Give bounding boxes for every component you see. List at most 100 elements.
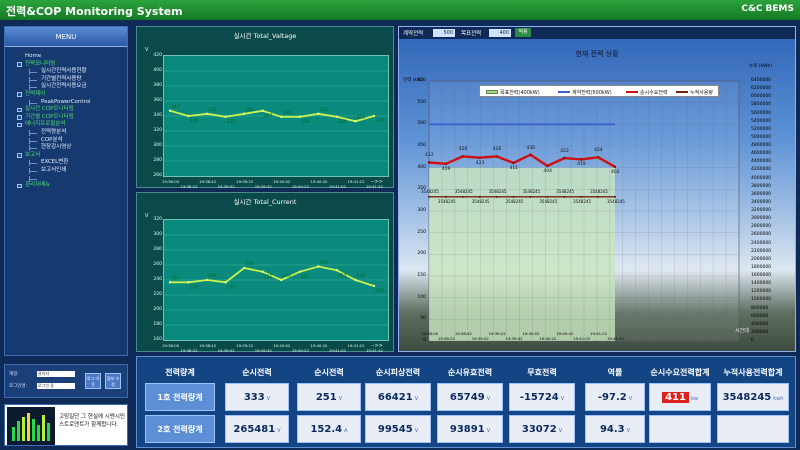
menu-item[interactable]: 에너지프로필분석 <box>17 121 127 129</box>
column-header: 역률 <box>607 368 623 377</box>
right-tick-label: 6000000 <box>751 94 772 100</box>
sum-label: 3548245 <box>454 188 473 194</box>
expand-icon[interactable] <box>17 122 22 128</box>
edit-info-button[interactable]: 정보 수정 <box>105 373 121 389</box>
expand-icon[interactable] <box>17 92 22 97</box>
sum-label: 3548245 <box>556 188 575 194</box>
data-point <box>224 115 227 118</box>
expand-icon[interactable] <box>17 115 22 120</box>
demand-point <box>512 161 515 165</box>
menu-item[interactable]: 기간별 COP모니터링 <box>17 114 127 122</box>
expand-icon[interactable] <box>17 62 22 67</box>
x-tick-label: 19:41:42 <box>366 184 384 189</box>
meter-value-cell: 33072 V <box>509 415 575 443</box>
data-label: 347 <box>264 113 273 119</box>
meter-value: 251 <box>315 392 337 403</box>
legend-demand: 순시수요전력 <box>640 90 668 96</box>
power-status-panel: 계약전력 500 목표전력 400 적용 현재 전력 상황 전력 (kW) 누적… <box>398 26 796 352</box>
right-tick-label: 1600000 <box>751 273 772 278</box>
sum-label: 3548245 <box>607 198 625 204</box>
demand-label: 430 <box>526 145 536 151</box>
sum-label: 3548245 <box>421 188 439 194</box>
right-tick-label: 4000000 <box>751 175 772 181</box>
x-tick-label: 19:38:00 <box>162 343 180 348</box>
menu-item[interactable]: 실시간전력사용현황 <box>17 68 127 76</box>
meter-value-cell: 99545 V <box>365 415 431 443</box>
menu-item[interactable]: 전력량분석 <box>17 129 127 137</box>
menu-item[interactable]: 보고서인쇄 <box>17 167 127 175</box>
voltage-scroll-arrow[interactable]: -->> <box>371 179 383 185</box>
right-tick-label: 1000000 <box>751 297 772 303</box>
meter-row-label[interactable]: 1호 전력량계 <box>145 383 215 411</box>
menu-item[interactable] <box>17 175 127 183</box>
sum-point <box>529 195 532 198</box>
data-point <box>280 115 283 118</box>
right-tick-label: 600000 <box>751 313 769 319</box>
meter-unit: kwh <box>773 396 784 402</box>
x-tick-label: 19:40:42 <box>556 331 574 336</box>
current-chart: 237 237 240 237 256 251 240 251 258 253 240 232 <box>164 234 388 326</box>
meter-value-cell: 411 kw <box>649 383 711 411</box>
data-label: 340 <box>375 118 384 124</box>
logout-button[interactable]: 로그 아웃 <box>85 373 101 389</box>
menu-item[interactable]: 현장감시영상 <box>17 144 127 152</box>
sum-point <box>580 195 583 198</box>
menu-item[interactable]: 전력모니터링 <box>17 61 127 69</box>
meter-value-cell: -15724 V <box>509 383 575 411</box>
pw-field[interactable]: 로그인 중 <box>37 383 75 389</box>
meter-value: 66421 <box>377 392 413 403</box>
x-tick-label: 19:39:02 <box>217 184 235 189</box>
menu-item[interactable]: 실시간전력사용요금 <box>17 83 127 91</box>
data-point <box>354 278 357 282</box>
x-tick-label: 19:39:22 <box>236 343 254 348</box>
expand-icon[interactable] <box>17 107 22 113</box>
target-input[interactable]: 400 <box>489 29 511 37</box>
x-tick-label: 19:40:22 <box>291 348 309 353</box>
demand-label: 426 <box>492 147 502 153</box>
demand-point <box>461 155 465 158</box>
menu-item[interactable]: 관리자메뉴 <box>17 182 127 190</box>
menu-item[interactable]: EXCEL변환 <box>17 159 127 167</box>
meter-value: 65749 <box>449 392 485 403</box>
menu-item[interactable]: 실시간 COP모니터링 <box>17 106 127 114</box>
meter-unit: V <box>626 428 631 434</box>
id-field[interactable]: 관리자 <box>37 371 75 377</box>
current-title: 실시간 Total_Current <box>233 198 297 206</box>
contract-input[interactable]: 500 <box>433 29 455 37</box>
meter-value-cell: 333 V <box>225 383 289 411</box>
sum-point <box>614 195 616 198</box>
menu-item[interactable]: Home <box>25 53 42 59</box>
apply-button[interactable]: 적용 <box>515 28 531 37</box>
menu-item[interactable]: 기간별전력사용량 <box>17 76 127 84</box>
menu-item[interactable]: 전력제어 <box>17 91 127 99</box>
column-header: 무효전력 <box>527 368 557 377</box>
demand-label: 424 <box>594 148 603 154</box>
meter-row-label[interactable]: 2호 전력량계 <box>145 415 215 443</box>
data-point <box>335 269 339 272</box>
menu-item[interactable]: 보고서 <box>17 152 127 160</box>
y-tick-label: 260 <box>153 173 162 178</box>
meter-value: 99545 <box>377 424 413 435</box>
data-label: 237 <box>190 284 199 290</box>
data-point <box>168 109 172 112</box>
expand-icon[interactable] <box>17 183 22 189</box>
right-tick-label: 2600000 <box>751 232 772 238</box>
left-tick-label: 550 <box>417 99 426 105</box>
data-point <box>317 265 320 268</box>
data-point <box>261 109 264 112</box>
x-tick-label: 19:39:42 <box>254 348 272 353</box>
menu-item[interactable]: PeakPowerControl <box>17 99 127 107</box>
voltage-title: 실시간 Total_Valtage <box>233 32 297 40</box>
right-tick-label: 0 <box>751 338 754 343</box>
energy-thumbnail-icon <box>7 407 55 445</box>
current-scroll-arrow[interactable]: -->> <box>371 343 383 349</box>
x-tick-label: 19:39:02 <box>217 348 235 353</box>
meter-value-cell: 251 V <box>297 383 361 411</box>
target-label: 목표전력 <box>461 31 482 37</box>
demand-label: 422 <box>560 149 569 155</box>
data-point <box>298 115 302 118</box>
sum-label: 3548245 <box>437 198 456 204</box>
meter-unit: V <box>338 396 343 402</box>
menu-item[interactable]: COP분석 <box>17 137 127 145</box>
expand-icon[interactable] <box>17 153 22 158</box>
